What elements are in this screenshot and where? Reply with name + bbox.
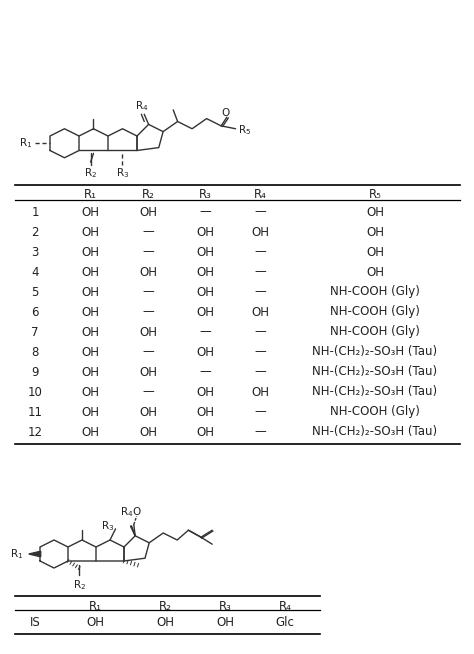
- Text: —: —: [254, 426, 266, 438]
- Text: 9: 9: [31, 366, 39, 379]
- Text: —: —: [142, 305, 154, 318]
- Polygon shape: [130, 526, 135, 536]
- Text: OH: OH: [81, 326, 99, 339]
- Text: —: —: [199, 205, 211, 218]
- Text: R₅: R₅: [369, 188, 382, 201]
- Text: R₄: R₄: [279, 600, 292, 613]
- Text: —: —: [142, 286, 154, 298]
- Text: OH: OH: [81, 226, 99, 239]
- Text: OH: OH: [81, 345, 99, 358]
- Text: —: —: [254, 245, 266, 258]
- Text: R₁: R₁: [83, 188, 97, 201]
- Text: 12: 12: [27, 426, 43, 438]
- Text: OH: OH: [251, 305, 269, 318]
- Text: R$_4$O: R$_4$O: [120, 505, 142, 519]
- Text: NH-COOH (Gly): NH-COOH (Gly): [330, 405, 420, 419]
- Text: R$_3$: R$_3$: [116, 167, 129, 181]
- Text: R₃: R₃: [219, 600, 231, 613]
- Text: R$_2$: R$_2$: [84, 167, 97, 181]
- Text: OH: OH: [156, 615, 174, 628]
- Text: R₄: R₄: [254, 188, 266, 201]
- Text: R₃: R₃: [199, 188, 211, 201]
- Text: OH: OH: [216, 615, 234, 628]
- Text: OH: OH: [196, 226, 214, 239]
- Text: —: —: [142, 345, 154, 358]
- Text: 8: 8: [31, 345, 39, 358]
- Text: OH: OH: [196, 385, 214, 398]
- Text: OH: OH: [81, 405, 99, 419]
- Text: —: —: [142, 385, 154, 398]
- Text: OH: OH: [196, 345, 214, 358]
- Text: —: —: [254, 345, 266, 358]
- Text: OH: OH: [366, 226, 384, 239]
- Text: NH-(CH₂)₂-SO₃H (Tau): NH-(CH₂)₂-SO₃H (Tau): [312, 385, 438, 398]
- Text: OH: OH: [81, 245, 99, 258]
- Text: R$_1$: R$_1$: [10, 547, 23, 561]
- Text: OH: OH: [196, 305, 214, 318]
- Text: OH: OH: [196, 405, 214, 419]
- Text: R$_3$: R$_3$: [101, 519, 114, 533]
- Text: OH: OH: [366, 266, 384, 279]
- Text: NH-COOH (Gly): NH-COOH (Gly): [330, 326, 420, 339]
- Text: 3: 3: [31, 245, 39, 258]
- Text: —: —: [254, 205, 266, 218]
- Text: R$_2$: R$_2$: [73, 577, 86, 592]
- Text: OH: OH: [139, 326, 157, 339]
- Text: NH-COOH (Gly): NH-COOH (Gly): [330, 286, 420, 298]
- Text: —: —: [142, 226, 154, 239]
- Text: —: —: [199, 326, 211, 339]
- Text: NH-COOH (Gly): NH-COOH (Gly): [330, 305, 420, 318]
- Text: OH: OH: [86, 615, 104, 628]
- Text: 11: 11: [27, 405, 43, 419]
- Text: OH: OH: [196, 245, 214, 258]
- Text: OH: OH: [81, 366, 99, 379]
- Text: OH: OH: [139, 366, 157, 379]
- Text: 4: 4: [31, 266, 39, 279]
- Text: R₂: R₂: [142, 188, 155, 201]
- Text: R₂: R₂: [159, 600, 172, 613]
- Text: OH: OH: [139, 266, 157, 279]
- Text: 5: 5: [31, 286, 39, 298]
- Text: OH: OH: [366, 205, 384, 218]
- Text: NH-(CH₂)₂-SO₃H (Tau): NH-(CH₂)₂-SO₃H (Tau): [312, 366, 438, 379]
- Text: R$_1$: R$_1$: [19, 136, 33, 150]
- Text: Glc: Glc: [275, 615, 294, 628]
- Text: OH: OH: [196, 266, 214, 279]
- Text: R$_4$: R$_4$: [135, 99, 148, 112]
- Text: OH: OH: [81, 426, 99, 438]
- Text: —: —: [254, 326, 266, 339]
- Text: R$_5$: R$_5$: [238, 124, 252, 137]
- Text: OH: OH: [251, 385, 269, 398]
- Text: NH-(CH₂)₂-SO₃H (Tau): NH-(CH₂)₂-SO₃H (Tau): [312, 426, 438, 438]
- Text: —: —: [142, 245, 154, 258]
- Text: —: —: [254, 266, 266, 279]
- Text: OH: OH: [81, 266, 99, 279]
- Text: R₁: R₁: [89, 600, 101, 613]
- Text: NH-(CH₂)₂-SO₃H (Tau): NH-(CH₂)₂-SO₃H (Tau): [312, 345, 438, 358]
- Text: OH: OH: [139, 205, 157, 218]
- Text: —: —: [199, 366, 211, 379]
- Text: 2: 2: [31, 226, 39, 239]
- Text: OH: OH: [139, 405, 157, 419]
- Text: 10: 10: [27, 385, 43, 398]
- Text: OH: OH: [81, 205, 99, 218]
- Text: OH: OH: [81, 286, 99, 298]
- Text: OH: OH: [81, 385, 99, 398]
- Text: OH: OH: [366, 245, 384, 258]
- Text: 6: 6: [31, 305, 39, 318]
- Text: —: —: [254, 286, 266, 298]
- Text: OH: OH: [251, 226, 269, 239]
- Text: 7: 7: [31, 326, 39, 339]
- Text: —: —: [254, 405, 266, 419]
- Text: —: —: [254, 366, 266, 379]
- Text: OH: OH: [81, 305, 99, 318]
- Text: IS: IS: [29, 615, 40, 628]
- Text: OH: OH: [196, 426, 214, 438]
- Text: 1: 1: [31, 205, 39, 218]
- Text: O: O: [221, 108, 229, 118]
- Text: OH: OH: [139, 426, 157, 438]
- Polygon shape: [29, 551, 41, 557]
- Text: OH: OH: [196, 286, 214, 298]
